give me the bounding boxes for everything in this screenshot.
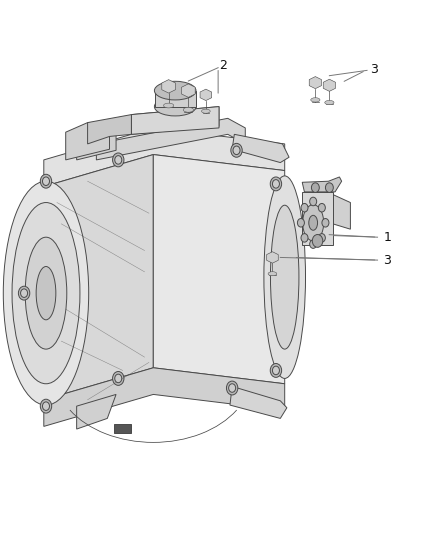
- Circle shape: [40, 174, 52, 188]
- Circle shape: [270, 177, 282, 191]
- Circle shape: [42, 402, 49, 410]
- Ellipse shape: [270, 205, 299, 349]
- Polygon shape: [153, 155, 285, 384]
- Circle shape: [21, 289, 28, 297]
- Circle shape: [297, 219, 304, 227]
- Ellipse shape: [309, 215, 318, 230]
- Ellipse shape: [3, 181, 88, 405]
- Circle shape: [311, 183, 319, 192]
- Polygon shape: [200, 89, 212, 101]
- Circle shape: [231, 143, 242, 157]
- Text: 1: 1: [383, 231, 391, 244]
- Circle shape: [318, 204, 325, 212]
- Circle shape: [115, 374, 122, 383]
- Ellipse shape: [12, 203, 80, 384]
- Circle shape: [226, 381, 238, 395]
- Circle shape: [310, 197, 317, 206]
- Polygon shape: [232, 134, 289, 163]
- Ellipse shape: [36, 266, 56, 320]
- Circle shape: [18, 286, 30, 300]
- Polygon shape: [96, 118, 245, 160]
- Circle shape: [42, 177, 49, 185]
- Polygon shape: [77, 128, 116, 160]
- Polygon shape: [44, 155, 153, 400]
- Ellipse shape: [201, 109, 210, 113]
- Ellipse shape: [303, 205, 324, 241]
- Circle shape: [229, 384, 236, 392]
- Polygon shape: [302, 177, 342, 192]
- Circle shape: [310, 240, 317, 248]
- Ellipse shape: [264, 176, 305, 378]
- Circle shape: [301, 233, 308, 242]
- Circle shape: [312, 235, 323, 247]
- Polygon shape: [181, 84, 195, 98]
- Text: 3: 3: [370, 63, 378, 76]
- Circle shape: [113, 153, 124, 167]
- Circle shape: [113, 372, 124, 385]
- Polygon shape: [230, 386, 287, 418]
- Circle shape: [318, 233, 325, 242]
- Text: 3: 3: [383, 254, 391, 266]
- Polygon shape: [333, 195, 350, 229]
- Circle shape: [40, 399, 52, 413]
- Circle shape: [325, 183, 333, 192]
- Polygon shape: [44, 368, 285, 426]
- Polygon shape: [66, 123, 110, 160]
- Polygon shape: [267, 252, 278, 263]
- Polygon shape: [131, 107, 219, 134]
- Ellipse shape: [163, 103, 174, 108]
- Circle shape: [322, 219, 329, 227]
- Circle shape: [272, 366, 279, 375]
- Polygon shape: [77, 394, 116, 429]
- Ellipse shape: [325, 100, 334, 104]
- Text: 2: 2: [219, 59, 227, 71]
- Polygon shape: [162, 79, 176, 93]
- Circle shape: [301, 204, 308, 212]
- Polygon shape: [302, 192, 333, 245]
- Circle shape: [233, 146, 240, 155]
- Ellipse shape: [154, 82, 196, 100]
- Ellipse shape: [154, 97, 196, 116]
- Polygon shape: [323, 79, 336, 91]
- Polygon shape: [155, 91, 196, 107]
- Polygon shape: [131, 107, 219, 134]
- Ellipse shape: [183, 108, 194, 112]
- Polygon shape: [309, 77, 321, 88]
- Circle shape: [272, 180, 279, 188]
- Ellipse shape: [25, 237, 67, 349]
- Ellipse shape: [311, 98, 320, 102]
- Polygon shape: [114, 424, 131, 433]
- Polygon shape: [88, 115, 131, 144]
- Ellipse shape: [268, 272, 277, 276]
- Circle shape: [270, 364, 282, 377]
- Circle shape: [115, 156, 122, 164]
- Polygon shape: [44, 128, 285, 187]
